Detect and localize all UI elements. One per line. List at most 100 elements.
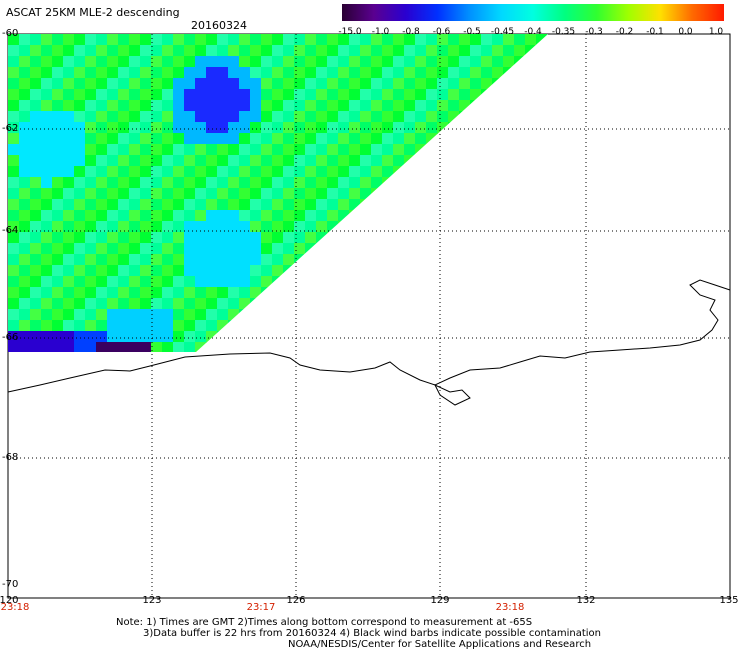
swath-cell [173,221,184,232]
swath-cell [74,309,85,320]
swath-cell [404,78,415,89]
swath-cell [52,34,63,45]
swath-cell [63,309,74,320]
swath-cell [151,166,162,177]
swath-cell [140,56,151,67]
swath-cell [217,320,228,331]
swath-cell [107,265,118,276]
swath-cell [129,221,140,232]
swath-cell [305,122,316,133]
swath-cell [74,133,85,144]
swath-cell [327,177,338,188]
swath-cell [63,155,74,166]
colorbar [342,4,724,21]
swath-cell [404,89,415,100]
swath-cell [338,188,349,199]
swath-cell [349,188,360,199]
swath-cell [250,155,261,166]
swath-cell [19,298,30,309]
swath-cell [294,144,305,155]
swath-cell [195,287,206,298]
swath-cell [96,331,107,342]
swath-cell [63,243,74,254]
swath-cell [503,56,514,67]
swath-cell [228,188,239,199]
swath-cell [382,155,393,166]
swath-cell [52,122,63,133]
swath-cell [52,221,63,232]
swath-cell [250,221,261,232]
swath-cell [195,144,206,155]
swath-cell [118,265,129,276]
swath-cell [316,188,327,199]
swath-cell [349,34,360,45]
swath-cell [250,144,261,155]
swath-cell [206,276,217,287]
swath-cell [8,199,19,210]
swath-cell [41,287,52,298]
swath-cell [173,45,184,56]
swath-cell [41,188,52,199]
swath-cell [283,122,294,133]
swath-cell [316,122,327,133]
swath-cell [206,111,217,122]
swath-cell [371,155,382,166]
swath-cell [448,67,459,78]
lat-label-70: -70 [2,579,19,590]
swath-cell [217,122,228,133]
swath-cell [74,34,85,45]
swath-cell [404,56,415,67]
swath-cell [107,287,118,298]
swath-cell [162,210,173,221]
swath-cell [305,232,316,243]
swath-cell [162,254,173,265]
swath-cell [140,342,151,352]
swath-cell [206,331,217,342]
swath-cell [41,67,52,78]
swath-cell [217,276,228,287]
swath-cell [492,56,503,67]
swath-cell [426,89,437,100]
swath-cell [74,298,85,309]
swath-cell [85,166,96,177]
swath-cell [74,166,85,177]
swath-cell [52,232,63,243]
swath-cell [74,199,85,210]
swath-cell [217,309,228,320]
swath-cell [338,155,349,166]
swath-cell [129,56,140,67]
swath-cell [30,298,41,309]
swath-cell [294,111,305,122]
swath-cell [184,243,195,254]
swath-cell [118,111,129,122]
swath-cell [349,122,360,133]
swath-cell [118,45,129,56]
swath-cell [250,166,261,177]
swath-cell [162,243,173,254]
swath-cell [426,78,437,89]
swath-cell [272,232,283,243]
swath-cell [41,298,52,309]
swath-cell [393,122,404,133]
swath-cell [250,276,261,287]
swath-cell [195,188,206,199]
swath-cell [63,287,74,298]
colorbar-label: -0.2 [615,27,634,37]
swath-cell [41,100,52,111]
swath-cell [206,243,217,254]
swath-cell [140,155,151,166]
swath-cell [195,320,206,331]
swath-cell [173,243,184,254]
swath-cell [30,287,41,298]
swath-cell [63,166,74,177]
swath-cell [63,298,74,309]
swath-cell [173,320,184,331]
swath-cell [316,111,327,122]
swath-cell [41,34,52,45]
swath-cell [404,133,415,144]
swath-cell [261,122,272,133]
swath-cell [316,155,327,166]
swath-cell [184,254,195,265]
swath-cell [96,232,107,243]
swath-cell [63,78,74,89]
